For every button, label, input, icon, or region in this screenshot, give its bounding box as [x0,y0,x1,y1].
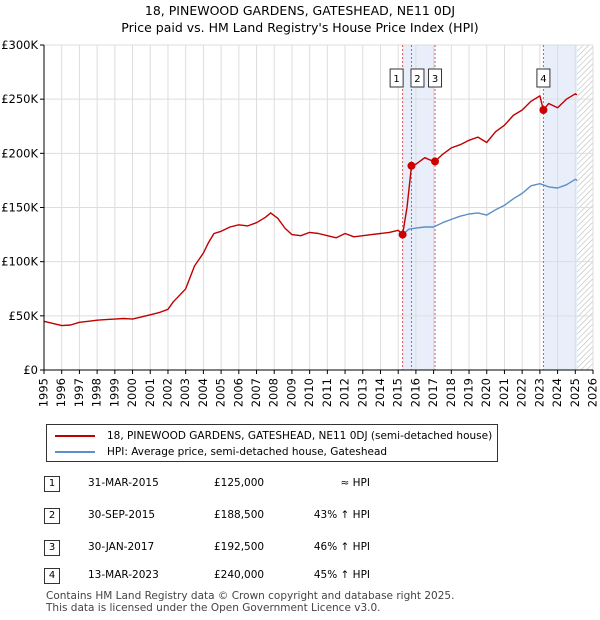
legend-label-hpi: HPI: Average price, semi-detached house,… [107,446,388,458]
series-property [43,93,578,327]
x-tick-label-15: 2010 [302,378,316,407]
sale-row-4: 4 13-MAR-2023 £240,000 45% ↑ HPI [0,568,600,586]
sale-row-price: £125,000 [214,477,265,489]
legend-label-property: 18, PINEWOOD GARDENS, GATESHEAD, NE11 0D… [107,430,493,442]
sale-row-1: 1 31-MAR-2015 £125,000 ≈ HPI [0,476,600,494]
sale-row-price: £188,500 [214,509,265,521]
sale-label-1: 1 [389,68,404,88]
x-tick-label-23: 2018 [444,378,458,407]
series-lines [43,93,578,327]
y-tick-label-3: £150K [1,201,38,215]
x-tick-label-20: 2015 [391,378,405,407]
chart-title: 18, PINEWOOD GARDENS, GATESHEAD, NE11 0D… [144,3,456,18]
sale-label-text-1: 1 [393,74,399,85]
sale-row-hpi: ≈ HPI [340,477,370,489]
x-tick-label-2: 1997 [72,378,86,407]
x-tick-label-25: 2020 [479,378,493,407]
y-tick-label-1: £50K [9,309,39,323]
x-tick-label-19: 2014 [373,378,387,407]
y-tick-label-4: £200K [1,146,38,160]
sale-row-price: £192,500 [214,541,265,553]
x-tick-label-31: 2026 [586,378,600,407]
series-hpi [402,178,578,236]
x-tick-label-24: 2019 [462,378,476,407]
sale-label-text-2: 2 [414,74,420,85]
x-tick-label-30: 2025 [568,378,582,407]
sale-label-box-1 [389,68,404,88]
x-tick-label-13: 2008 [267,378,281,407]
sale-label-box-3 [428,68,443,88]
x-tick-label-26: 2021 [497,378,511,407]
sale-label-box-4 [536,68,551,88]
footer-copyright: Contains HM Land Registry data © Crown c… [46,590,455,602]
footer: Contains HM Land Registry data © Crown c… [46,590,454,614]
x-tick-label-4: 1999 [107,378,121,407]
sale-row-number: 2 [44,508,60,524]
sale-label-3: 3 [428,68,443,88]
sale-row-3: 3 30-JAN-2017 £192,500 46% ↑ HPI [0,540,600,558]
sale-marker-3 [431,157,440,166]
sale-row-date: 30-SEP-2015 [88,509,156,521]
x-tick-label-12: 2007 [249,378,263,407]
x-tick-label-27: 2022 [515,378,529,407]
sale-row-hpi: 45% ↑ HPI [313,569,370,581]
sale-marker-4 [539,106,548,114]
sale-label-2: 2 [410,68,425,88]
y-tick-label-5: £250K [1,92,38,106]
x-tick-label-17: 2012 [338,378,352,407]
x-tick-label-28: 2023 [532,378,546,407]
footer-license: This data is licensed under the Open Gov… [46,602,381,614]
sale-row-number: 4 [44,568,60,584]
sale-row-number: 1 [44,476,60,492]
x-tick-label-11: 2006 [231,378,245,407]
sale-row-date: 30-JAN-2017 [88,541,155,553]
x-tick-label-7: 2002 [160,378,174,407]
legend-swatch-hpi [55,451,95,453]
legend: 18, PINEWOOD GARDENS, GATESHEAD, NE11 0D… [46,424,498,462]
sale-row-price: £240,000 [214,569,265,581]
chart-title-block: 18, PINEWOOD GARDENS, GATESHEAD, NE11 0D… [0,2,600,36]
sale-label-boxes: 1 2 3 4 [389,68,551,88]
sale-label-4: 4 [536,68,551,88]
sale-row-date: 13-MAR-2023 [88,569,159,581]
x-tick-label-29: 2024 [550,378,564,407]
chart-subtitle: Price paid vs. HM Land Registry's House … [121,20,479,35]
sale-label-text-4: 4 [540,74,546,85]
grid [43,44,594,371]
x-tick-label-9: 2004 [196,378,210,407]
x-tick-label-18: 2013 [355,378,369,407]
sale-marker-2 [407,161,416,170]
sale-label-box-2 [410,68,425,88]
x-tick-label-3: 1998 [90,378,104,407]
x-tick-label-0: 1995 [37,378,51,407]
x-tick-label-1: 1996 [54,378,68,407]
sale-row-2: 2 30-SEP-2015 £188,500 43% ↑ HPI [0,508,600,526]
y-tick-label-6: £300K [1,38,38,52]
x-tick-label-14: 2009 [284,378,298,407]
x-tick-label-22: 2017 [426,378,440,407]
sale-row-hpi: 43% ↑ HPI [313,509,370,521]
x-tick-label-5: 2000 [125,378,139,407]
y-tick-label-0: £0 [23,363,38,377]
sale-row-date: 31-MAR-2015 [88,477,159,489]
y-tick-label-2: £100K [1,255,38,269]
price-chart: 1 2 3 4 £0 £50K £100K £150K £200K £250K £300K 1995… [1,38,599,407]
sale-row-number: 3 [44,540,60,556]
x-tick-label-8: 2003 [178,378,192,407]
sale-label-text-3: 3 [432,74,438,85]
sale-markers [398,106,548,239]
x-tick-label-21: 2016 [408,378,422,407]
x-tick-label-16: 2011 [320,378,334,407]
legend-swatch-property [55,435,95,437]
sale-marker-1 [398,230,407,239]
sale-row-hpi: 46% ↑ HPI [313,541,370,553]
x-tick-label-6: 2001 [143,378,157,407]
x-tick-label-10: 2005 [214,378,228,407]
